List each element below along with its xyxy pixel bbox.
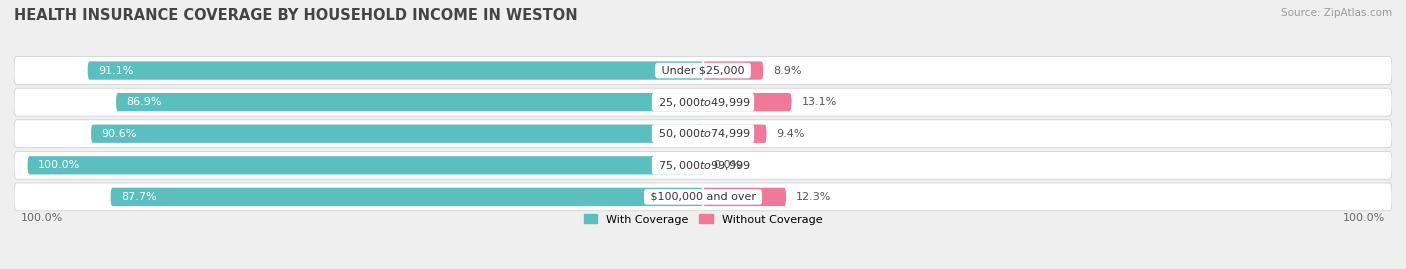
Text: 87.7%: 87.7% <box>121 192 156 202</box>
Text: Source: ZipAtlas.com: Source: ZipAtlas.com <box>1281 8 1392 18</box>
FancyBboxPatch shape <box>703 156 706 175</box>
FancyBboxPatch shape <box>703 188 786 206</box>
Text: $50,000 to $74,999: $50,000 to $74,999 <box>655 127 751 140</box>
FancyBboxPatch shape <box>117 93 703 111</box>
Text: 8.9%: 8.9% <box>773 66 801 76</box>
FancyBboxPatch shape <box>14 57 1392 84</box>
Text: HEALTH INSURANCE COVERAGE BY HOUSEHOLD INCOME IN WESTON: HEALTH INSURANCE COVERAGE BY HOUSEHOLD I… <box>14 8 578 23</box>
FancyBboxPatch shape <box>111 188 703 206</box>
FancyBboxPatch shape <box>14 120 1392 148</box>
FancyBboxPatch shape <box>14 88 1392 116</box>
FancyBboxPatch shape <box>703 125 766 143</box>
Text: 91.1%: 91.1% <box>98 66 134 76</box>
Text: 100.0%: 100.0% <box>21 213 63 223</box>
Text: 9.4%: 9.4% <box>776 129 806 139</box>
Text: $75,000 to $99,999: $75,000 to $99,999 <box>655 159 751 172</box>
FancyBboxPatch shape <box>703 93 792 111</box>
Text: 90.6%: 90.6% <box>101 129 136 139</box>
Text: 12.3%: 12.3% <box>796 192 831 202</box>
FancyBboxPatch shape <box>14 151 1392 179</box>
FancyBboxPatch shape <box>91 125 703 143</box>
Text: Under $25,000: Under $25,000 <box>658 66 748 76</box>
Text: $100,000 and over: $100,000 and over <box>647 192 759 202</box>
FancyBboxPatch shape <box>28 156 703 175</box>
FancyBboxPatch shape <box>87 61 703 80</box>
Text: 86.9%: 86.9% <box>127 97 162 107</box>
Text: 0.0%: 0.0% <box>713 160 741 170</box>
FancyBboxPatch shape <box>703 61 763 80</box>
Legend: With Coverage, Without Coverage: With Coverage, Without Coverage <box>579 210 827 229</box>
FancyBboxPatch shape <box>14 183 1392 211</box>
Text: 100.0%: 100.0% <box>38 160 80 170</box>
Text: 100.0%: 100.0% <box>1343 213 1385 223</box>
Text: $25,000 to $49,999: $25,000 to $49,999 <box>655 95 751 109</box>
Text: 13.1%: 13.1% <box>801 97 837 107</box>
